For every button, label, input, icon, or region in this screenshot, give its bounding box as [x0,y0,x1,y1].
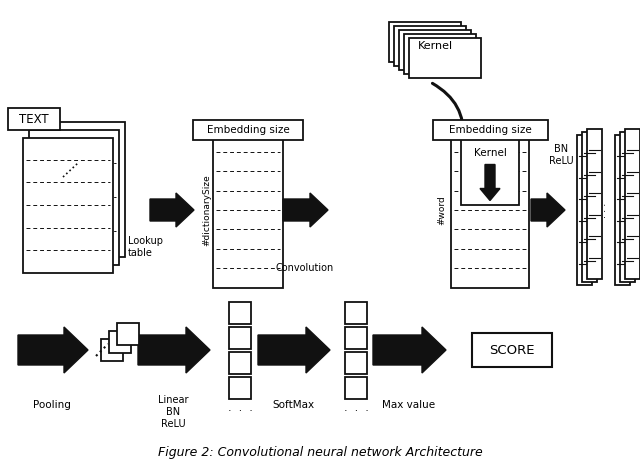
Bar [229,352,251,373]
Text: Linear
BN
ReLU: Linear BN ReLU [157,395,188,429]
Bar [620,132,634,282]
Bar [399,30,471,70]
Text: BN
ReLU: BN ReLU [548,144,573,166]
Bar [35,121,125,257]
Bar [8,108,60,130]
Polygon shape [258,327,330,373]
Bar [461,137,519,205]
Bar [345,377,367,399]
Bar [433,120,547,140]
Bar [389,22,461,62]
Text: ·  ·  ·: · · · [228,405,252,416]
Bar [451,133,529,287]
Bar [101,339,123,361]
Text: Figure 2: Convolutional neural network Architecture: Figure 2: Convolutional neural network A… [157,445,483,458]
FancyArrowPatch shape [433,83,467,139]
Text: SoftMax: SoftMax [272,400,314,410]
Polygon shape [531,193,565,227]
Bar [582,132,596,282]
Text: Kernel: Kernel [474,147,506,158]
Polygon shape [480,165,500,200]
Bar [625,129,639,279]
Bar [577,135,591,285]
Bar [229,301,251,324]
Bar [404,34,476,74]
Text: Pooling: Pooling [33,400,71,410]
Text: Embedding size: Embedding size [207,125,289,135]
Text: Lookup
table: Lookup table [128,236,163,258]
Text: ·  ·  ·: · · · [344,405,369,416]
Bar [472,333,552,367]
Text: #word: #word [438,195,447,225]
Bar [345,326,367,348]
Polygon shape [138,327,210,373]
Bar [193,120,303,140]
Text: #dictionarySize: #dictionarySize [202,174,211,246]
Bar [394,26,466,66]
Bar [29,129,119,265]
Bar [229,326,251,348]
Text: TEXT: TEXT [19,113,49,126]
Bar [23,138,113,272]
Bar [117,323,139,345]
Bar [586,129,602,279]
Text: Kernel: Kernel [417,41,452,51]
Bar [109,331,131,353]
Bar [345,352,367,373]
Bar [213,133,283,287]
Text: Convolution: Convolution [276,263,334,273]
Bar [345,301,367,324]
Polygon shape [283,193,328,227]
Bar [229,377,251,399]
Bar [409,38,481,78]
Polygon shape [150,193,194,227]
Bar [614,135,630,285]
Text: Max value: Max value [383,400,436,410]
Text: SCORE: SCORE [489,344,535,357]
Polygon shape [18,327,88,373]
Text: · · ·: · · · [601,202,611,218]
Polygon shape [373,327,446,373]
Text: Embedding size: Embedding size [449,125,531,135]
